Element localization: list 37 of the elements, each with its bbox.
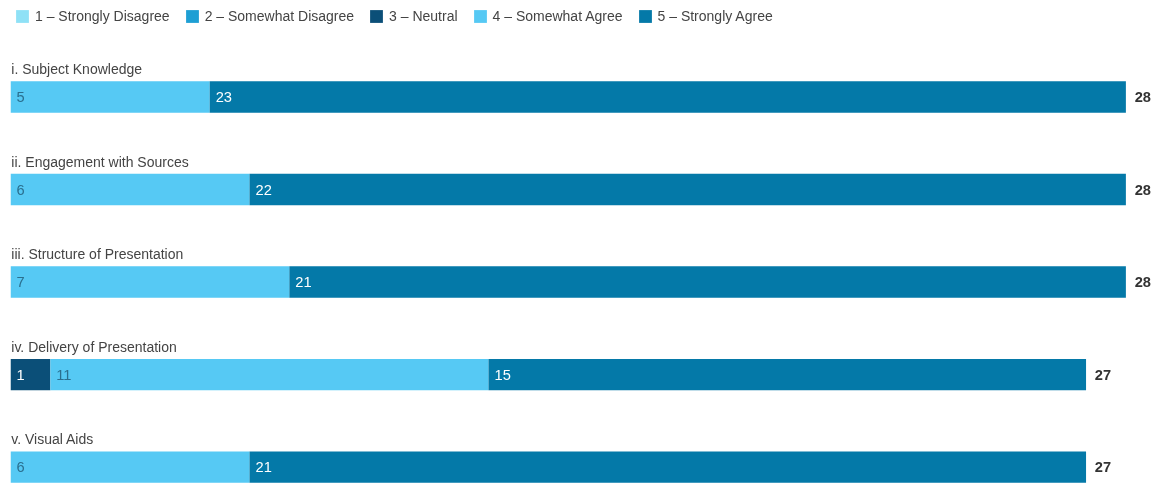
data-label: 11 bbox=[56, 366, 72, 383]
bar bbox=[249, 451, 1087, 483]
data-label: 21 bbox=[295, 274, 312, 291]
bar bbox=[10, 451, 250, 483]
legend-label: 2 – Somewhat Disagree bbox=[204, 8, 355, 24]
y-tick-label: iii. Structure of Presentation bbox=[11, 246, 184, 263]
legend-label: 3 – Neutral bbox=[389, 8, 458, 24]
y-tick-label: v. Visual Aids bbox=[11, 431, 94, 448]
legend-label: 5 – Strongly Agree bbox=[657, 8, 773, 24]
data-label: 6 bbox=[16, 459, 25, 476]
total-label: 28 bbox=[1134, 181, 1151, 198]
bar bbox=[488, 358, 1087, 391]
bar bbox=[209, 81, 1126, 113]
total-label: 27 bbox=[1094, 366, 1112, 383]
bar bbox=[249, 173, 1126, 206]
total-label: 27 bbox=[1094, 459, 1112, 476]
data-label: 6 bbox=[16, 181, 25, 198]
total-label: 28 bbox=[1134, 274, 1151, 291]
y-tick-label: ii. Engagement with Sources bbox=[11, 153, 189, 170]
y-tick-label: i. Subject Knowledge bbox=[11, 61, 143, 78]
bar bbox=[10, 358, 51, 391]
bar bbox=[289, 266, 1126, 298]
data-label: 5 bbox=[16, 89, 25, 106]
bar bbox=[10, 81, 210, 113]
data-label: 1 bbox=[16, 366, 25, 383]
data-label: 7 bbox=[16, 274, 25, 291]
data-label: 21 bbox=[255, 459, 272, 476]
legend-label: 1 – Strongly Disagree bbox=[35, 8, 170, 24]
data-label: 22 bbox=[255, 181, 272, 198]
bar bbox=[50, 358, 489, 391]
data-label: 23 bbox=[215, 89, 232, 106]
bar bbox=[10, 266, 290, 298]
data-label: 15 bbox=[494, 366, 511, 383]
total-label: 28 bbox=[1134, 89, 1151, 106]
bar bbox=[10, 173, 250, 206]
legend-label: 4 – Somewhat Agree bbox=[492, 8, 623, 24]
y-tick-label: iv. Delivery of Presentation bbox=[11, 338, 177, 355]
